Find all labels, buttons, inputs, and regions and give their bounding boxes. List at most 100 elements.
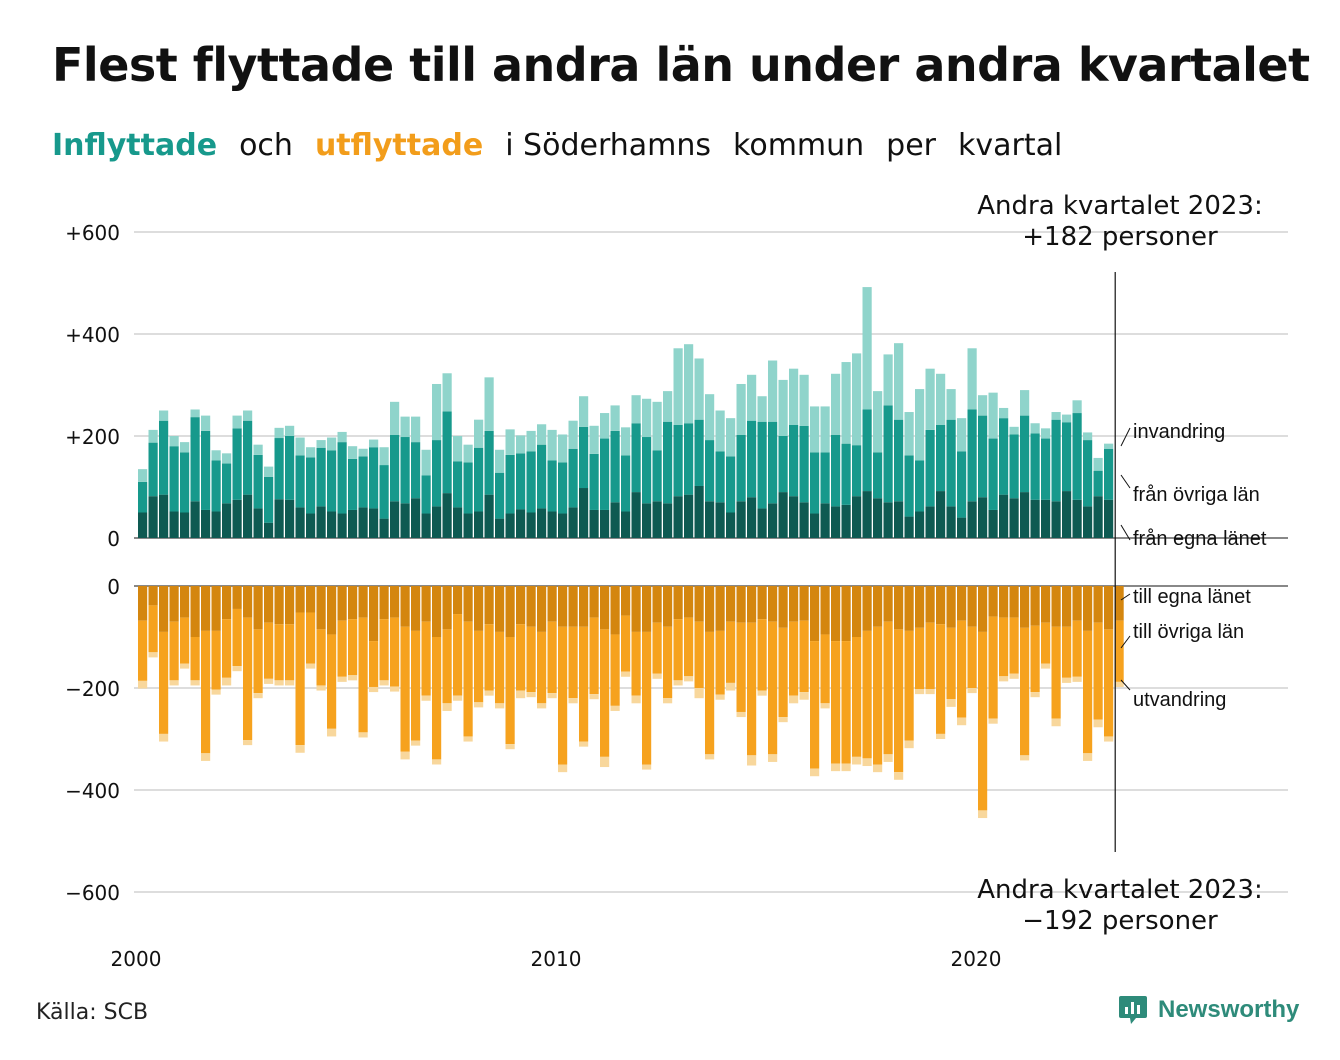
bar-out-other bbox=[957, 620, 967, 718]
bar-in-own bbox=[820, 503, 830, 538]
bar-out-other bbox=[579, 626, 589, 742]
bar-in-other bbox=[957, 451, 967, 518]
bar-in-immigration bbox=[957, 418, 967, 452]
bar-in-other bbox=[274, 438, 284, 500]
bar-in-other bbox=[1093, 470, 1103, 497]
bar-out-other bbox=[642, 631, 652, 765]
bar-in-other bbox=[600, 438, 610, 510]
bar-out-emigration bbox=[1009, 673, 1019, 679]
bar-out-other bbox=[1030, 625, 1040, 693]
bar-out-emigration bbox=[1051, 718, 1061, 727]
bar-in-other bbox=[915, 460, 925, 512]
y-tick-label: +200 bbox=[65, 425, 120, 449]
bar-out-emigration bbox=[726, 682, 736, 691]
bar-in-other bbox=[159, 420, 169, 495]
bar-out-own bbox=[400, 586, 410, 627]
bar-in-immigration bbox=[936, 373, 946, 425]
bar-out-own bbox=[894, 586, 904, 630]
bar-out-other bbox=[1051, 626, 1061, 719]
bar-in-immigration bbox=[789, 368, 799, 425]
bar-in-immigration bbox=[873, 391, 883, 453]
bar-out-emigration bbox=[684, 676, 694, 682]
bar-out-emigration bbox=[400, 751, 410, 760]
bar-in-immigration bbox=[904, 412, 914, 456]
bar-out-emigration bbox=[169, 680, 179, 686]
bar-in-own bbox=[390, 501, 400, 538]
bar-in-immigration bbox=[946, 389, 956, 420]
bar-out-own bbox=[201, 586, 211, 631]
bar-in-other bbox=[589, 453, 599, 510]
bar-in-own bbox=[1104, 499, 1114, 538]
bar-out-other bbox=[736, 622, 746, 712]
bar-out-other bbox=[190, 637, 200, 681]
bar-in-own bbox=[411, 498, 421, 538]
bar-in-immigration bbox=[358, 448, 368, 457]
bar-out-other bbox=[526, 626, 536, 693]
bar-out-other bbox=[453, 614, 463, 696]
bar-out-other bbox=[1072, 620, 1082, 677]
bar-in-other bbox=[348, 458, 358, 510]
bar-out-emigration bbox=[1020, 755, 1030, 761]
legend-inflyttade: Inflyttade bbox=[52, 128, 218, 163]
bar-in-own bbox=[285, 499, 295, 538]
bar-out-emigration bbox=[883, 754, 893, 762]
bar-in-immigration bbox=[369, 439, 379, 448]
bar-out-other bbox=[715, 630, 725, 695]
annotation-leader bbox=[1120, 635, 1131, 649]
bar-in-own bbox=[516, 509, 526, 538]
bar-out-emigration bbox=[337, 676, 347, 682]
bar-in-immigration bbox=[159, 410, 169, 421]
bar-out-own bbox=[873, 586, 883, 627]
bar-out-other bbox=[652, 622, 662, 674]
bar-out-emigration bbox=[579, 741, 589, 747]
bar-out-other bbox=[820, 634, 830, 704]
bar-in-other bbox=[526, 451, 536, 513]
bar-in-own bbox=[327, 511, 337, 538]
bar-out-other bbox=[831, 641, 841, 764]
bar-out-emigration bbox=[484, 690, 494, 696]
bar-in-other bbox=[411, 442, 421, 499]
bar-in-immigration bbox=[1009, 426, 1019, 435]
bar-in-immigration bbox=[1030, 423, 1040, 434]
bar-out-own bbox=[978, 586, 988, 632]
bar-in-other bbox=[925, 429, 935, 507]
bar-in-immigration bbox=[379, 447, 389, 466]
bar-out-emigration bbox=[411, 740, 421, 746]
bar-in-immigration bbox=[348, 446, 358, 459]
bar-in-immigration bbox=[400, 416, 410, 438]
bar-in-immigration bbox=[978, 395, 988, 416]
bar-in-other bbox=[621, 455, 631, 512]
bar-out-own bbox=[537, 586, 547, 632]
bar-in-other bbox=[316, 447, 326, 507]
bar-in-other bbox=[400, 437, 410, 504]
bar-in-own bbox=[936, 491, 946, 538]
bar-out-emigration bbox=[1104, 736, 1114, 742]
bar-out-own bbox=[1072, 586, 1082, 621]
bar-in-other bbox=[789, 424, 799, 497]
bar-out-other bbox=[484, 624, 494, 691]
bar-in-immigration bbox=[495, 449, 505, 473]
bar-in-own bbox=[600, 509, 610, 538]
bar-out-other bbox=[180, 617, 190, 664]
bar-in-other bbox=[243, 420, 253, 495]
bar-in-own bbox=[589, 509, 599, 538]
bar-out-emigration bbox=[274, 680, 284, 686]
bar-in-immigration bbox=[306, 447, 316, 458]
bar-out-emigration bbox=[474, 702, 484, 708]
bar-out-own bbox=[432, 586, 442, 637]
bar-out-own bbox=[988, 586, 998, 617]
bar-in-other bbox=[852, 445, 862, 497]
bar-out-other bbox=[274, 624, 284, 681]
bar-out-own bbox=[789, 586, 799, 622]
bar-in-own bbox=[610, 502, 620, 538]
bar-in-other bbox=[1072, 413, 1082, 500]
bar-in-own bbox=[1009, 498, 1019, 538]
bar-in-other bbox=[432, 440, 442, 507]
bar-in-other bbox=[295, 455, 305, 508]
bar-out-other bbox=[757, 619, 767, 691]
bar-in-other bbox=[463, 462, 473, 514]
bar-out-emigration bbox=[316, 685, 326, 691]
bar-out-own bbox=[337, 586, 347, 621]
bar-in-immigration bbox=[621, 427, 631, 456]
bar-in-own bbox=[999, 494, 1009, 538]
